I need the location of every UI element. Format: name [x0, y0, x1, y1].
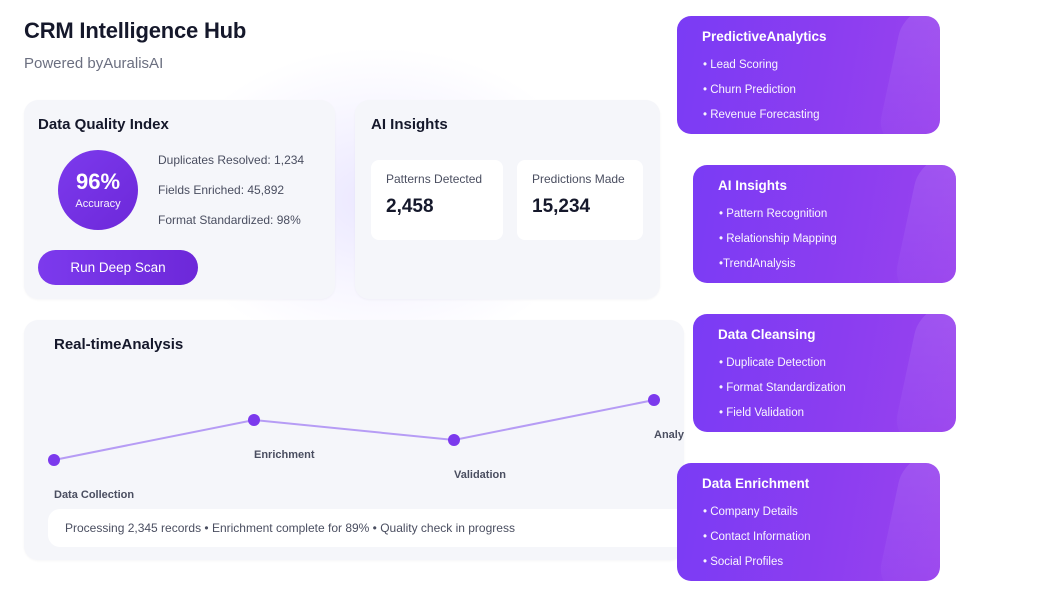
metric-predictions: Predictions Made 15,234	[517, 160, 643, 240]
page-subtitle: Powered byAuralisAI	[24, 55, 164, 72]
accuracy-badge: 96% Accuracy	[58, 150, 138, 230]
stage-point-analysis	[648, 394, 660, 406]
realtime-analysis-card: Real-timeAnalysis Data Collection Enrich…	[24, 320, 688, 560]
feature-title: Data Enrichment	[702, 476, 810, 491]
feature-item: • Contact Information	[703, 531, 811, 543]
stage-point-validation	[448, 434, 460, 446]
processing-status: Processing 2,345 records • Enrichment co…	[48, 509, 688, 547]
stage-label-enrichment: Enrichment	[254, 449, 315, 461]
feature-card-ai-insights[interactable]: AI Insights • Pattern Recognition • Rela…	[693, 165, 956, 283]
metric-value: 2,458	[386, 196, 434, 217]
pipeline-chart: Data Collection Enrichment Validation An…	[48, 394, 684, 501]
stage-point-data-collection	[48, 454, 60, 466]
stage-label-data-collection: Data Collection	[54, 489, 134, 501]
stat-format-standardized: Format Standardized: 98%	[158, 213, 301, 227]
accuracy-label: Accuracy	[75, 198, 121, 210]
feature-title: AI Insights	[718, 178, 788, 193]
metric-label: Patterns Detected	[386, 172, 483, 186]
realtime-title: Real-timeAnalysis	[54, 336, 184, 353]
feature-item: • Relationship Mapping	[719, 233, 837, 245]
metric-label: Predictions Made	[532, 172, 625, 186]
feature-item: • Social Profiles	[703, 556, 784, 568]
accuracy-percent: 96%	[75, 169, 121, 194]
feature-title: Data Cleansing	[718, 327, 816, 342]
metric-value: 15,234	[532, 196, 591, 217]
data-quality-card: Data Quality Index 96% Accuracy Duplicat…	[24, 100, 335, 299]
stage-label-validation: Validation	[454, 469, 506, 481]
feature-item: • Pattern Recognition	[719, 208, 828, 220]
feature-item: •TrendAnalysis	[719, 258, 796, 270]
stat-duplicates: Duplicates Resolved: 1,234	[158, 153, 305, 167]
feature-card-data-cleansing[interactable]: Data Cleansing • Duplicate Detection • F…	[693, 314, 956, 432]
feature-item: • Lead Scoring	[703, 59, 778, 71]
run-deep-scan-button[interactable]: Run Deep Scan	[38, 250, 198, 285]
stage-point-enrichment	[248, 414, 260, 426]
ai-insights-card: AI Insights Patterns Detected 2,458 Pred…	[355, 100, 660, 299]
feature-item: • Format Standardization	[719, 382, 846, 394]
feature-item: • Churn Prediction	[703, 84, 796, 96]
metric-patterns: Patterns Detected 2,458	[371, 160, 503, 240]
ai-insights-title: AI Insights	[371, 116, 448, 133]
stat-fields-enriched: Fields Enriched: 45,892	[158, 183, 285, 197]
page-title: CRM Intelligence Hub	[24, 18, 247, 43]
feature-title: PredictiveAnalytics	[702, 29, 827, 44]
feature-item: • Company Details	[703, 506, 798, 518]
feature-card-predictive-analytics[interactable]: PredictiveAnalytics • Lead Scoring • Chu…	[677, 16, 940, 134]
feature-item: • Duplicate Detection	[719, 357, 826, 369]
pipeline-line	[53, 399, 655, 461]
data-quality-title: Data Quality Index	[38, 116, 169, 133]
feature-item: • Field Validation	[719, 407, 804, 419]
feature-card-data-enrichment[interactable]: Data Enrichment • Company Details • Cont…	[677, 463, 940, 581]
stage-label-analysis: Analysis	[654, 429, 684, 441]
feature-item: • Revenue Forecasting	[703, 109, 820, 121]
